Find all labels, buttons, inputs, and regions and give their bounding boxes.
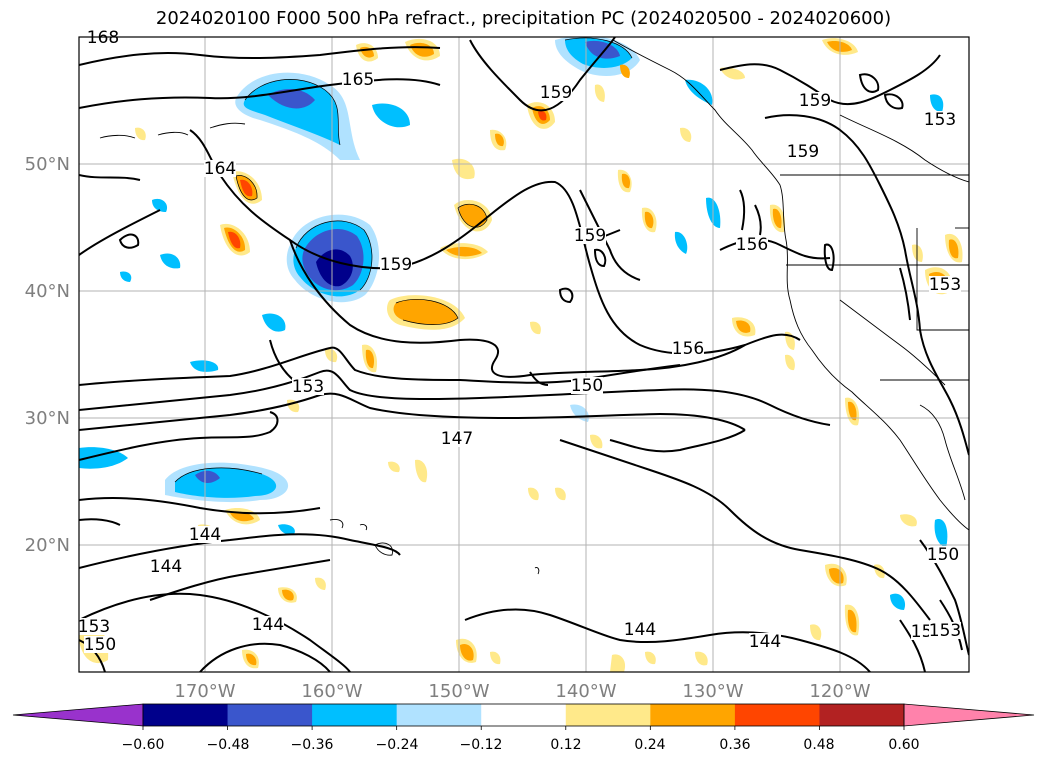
contour-label: 150 bbox=[927, 545, 959, 565]
colorbar-tick-label: 0.24 bbox=[634, 737, 665, 753]
lat-label-30n: 30°N bbox=[25, 408, 70, 429]
colorbar-extend-min bbox=[12, 703, 144, 727]
lon-label-140w: 140°W bbox=[555, 681, 616, 702]
contour-label: 159 bbox=[574, 226, 606, 246]
colorbar-segment bbox=[481, 704, 567, 726]
chart-title: 2024020100 F000 500 hPa refract., precip… bbox=[155, 8, 892, 29]
colorbar-segment bbox=[734, 704, 820, 726]
contour-label-bg bbox=[540, 84, 572, 101]
contour-label: 159 bbox=[540, 83, 572, 103]
contour-label: 159 bbox=[799, 91, 831, 111]
lon-label-130w: 130°W bbox=[682, 681, 743, 702]
contour-label: 156 bbox=[736, 235, 768, 255]
latitude-labels: 50°N 40°N 30°N 20°N bbox=[25, 154, 70, 556]
contour-label-bg bbox=[929, 276, 961, 293]
colorbar-tick-label: −0.36 bbox=[291, 737, 334, 753]
contour-label-bg bbox=[927, 546, 959, 563]
colorbar-frame bbox=[142, 703, 905, 727]
colorbar-segment bbox=[143, 704, 229, 726]
contour-label-bg bbox=[736, 236, 768, 253]
colorbar bbox=[12, 703, 1035, 730]
contour-label-bg bbox=[189, 526, 221, 543]
longitude-labels: 170°W 160°W 150°W 140°W 130°W 120°W bbox=[174, 681, 870, 702]
colorbar-ticks: −0.60 −0.48 −0.36 −0.24 −0.12 0.12 0.24 … bbox=[122, 737, 920, 753]
colorbar-segment bbox=[227, 704, 313, 726]
contour-label: 144 bbox=[252, 615, 284, 635]
lat-label-50n: 50°N bbox=[25, 154, 70, 175]
contour-label: 159 bbox=[787, 142, 819, 162]
lon-label-120w: 120°W bbox=[809, 681, 870, 702]
contour-label-bg bbox=[204, 160, 236, 177]
contour-label-bg bbox=[624, 621, 656, 638]
contour-label-bg bbox=[929, 622, 961, 639]
contour-label: 159 bbox=[380, 255, 412, 275]
contour-label-bg bbox=[380, 256, 412, 273]
contour-label: 168 bbox=[87, 28, 119, 48]
map-frame bbox=[78, 36, 970, 673]
colorbar-extend-max bbox=[903, 703, 1035, 727]
contour-label: 144 bbox=[749, 632, 781, 652]
contour-label: 144 bbox=[189, 525, 221, 545]
colorbar-tick-label: −0.24 bbox=[376, 737, 419, 753]
contour-label-bg bbox=[84, 636, 116, 653]
contour-label-bg bbox=[574, 227, 606, 244]
contour-label: 153 bbox=[78, 617, 110, 637]
contour-label-bg bbox=[150, 558, 182, 575]
lon-label-170w: 170°W bbox=[174, 681, 235, 702]
contour-label-bg bbox=[342, 71, 374, 88]
lon-label-150w: 150°W bbox=[428, 681, 489, 702]
contour-label: 153 bbox=[929, 275, 961, 295]
lat-label-20n: 20°N bbox=[25, 535, 70, 556]
colorbar-tick-label: 0.12 bbox=[550, 737, 581, 753]
contour-label: 147 bbox=[441, 429, 473, 449]
contour-label: 144 bbox=[624, 620, 656, 640]
contour-label-bg bbox=[252, 616, 284, 633]
contour-label-bg bbox=[78, 618, 110, 635]
contour-label: 153 bbox=[929, 621, 961, 641]
contour-label: 164 bbox=[204, 159, 236, 179]
contour-label-bg bbox=[787, 143, 819, 160]
contour-label: 156 bbox=[672, 339, 704, 359]
colorbar-segment bbox=[565, 704, 651, 726]
contour-label: 153 bbox=[924, 110, 956, 130]
contour-label: 150 bbox=[84, 635, 116, 655]
contour-label-bg bbox=[292, 378, 324, 395]
contour-label: 150 bbox=[571, 376, 603, 396]
colorbar-tick-label: 0.48 bbox=[803, 737, 834, 753]
contour-label: 153 bbox=[292, 377, 324, 397]
contour-label-bg bbox=[441, 430, 473, 447]
contour-label: 144 bbox=[150, 557, 182, 577]
colorbar-tick-label: 0.60 bbox=[888, 737, 919, 753]
colorbar-segment bbox=[312, 704, 398, 726]
colorbar-tick-label: −0.12 bbox=[460, 737, 503, 753]
colorbar-segment bbox=[396, 704, 482, 726]
map-area bbox=[79, 37, 969, 672]
colorbar-tick-label: −0.48 bbox=[207, 737, 250, 753]
lon-label-160w: 160°W bbox=[301, 681, 362, 702]
contour-label-bg bbox=[571, 377, 603, 394]
contour-label-bg bbox=[672, 340, 704, 357]
colorbar-segment bbox=[819, 704, 905, 726]
contour-label: 165 bbox=[342, 70, 374, 90]
colorbar-tick-label: −0.60 bbox=[122, 737, 165, 753]
contour-label-bg bbox=[924, 111, 956, 128]
colorbar-segment bbox=[650, 704, 736, 726]
contour-label-bg bbox=[749, 633, 781, 650]
contour-label-bg bbox=[799, 92, 831, 109]
precip-outlines bbox=[174, 37, 633, 483]
colorbar-tick-label: 0.36 bbox=[719, 737, 750, 753]
lat-label-40n: 40°N bbox=[25, 281, 70, 302]
